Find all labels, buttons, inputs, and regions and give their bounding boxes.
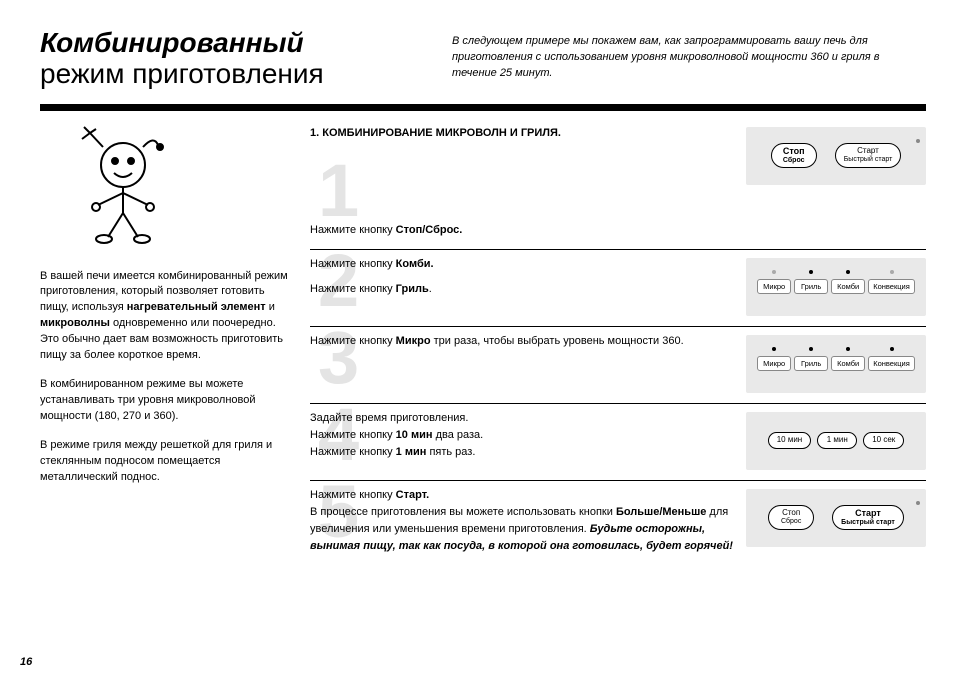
page: Комбинированный режим приготовления В сл… — [0, 0, 954, 575]
step-5: 5 Нажмите кнопку Старт. В процессе приго… — [310, 481, 926, 555]
panel-4: 10 мин 1 мин 10 сек — [746, 412, 926, 470]
panel-2: Микро Гриль Комби Конвекция — [746, 258, 926, 316]
left-column: В вашей печи имеется комбинированный реж… — [40, 125, 290, 555]
content: В вашей печи имеется комбинированный реж… — [40, 125, 926, 555]
panel-1: СтопСброс СтартБыстрый старт — [746, 127, 926, 185]
start-button: СтартБыстрый старт — [835, 143, 902, 167]
left-p2: В комбинированном режиме вы можете устан… — [40, 377, 290, 425]
start-button: СтартБыстрый старт — [832, 505, 904, 530]
grill-button: Гриль — [794, 279, 828, 294]
time-10sec-button: 10 сек — [863, 432, 904, 449]
step-1: 1. КОМБИНИРОВАНИЕ МИКРОВОЛН И ГРИЛЯ. 1 Н… — [310, 125, 926, 250]
panel-5: СтопСброс СтартБыстрый старт — [746, 489, 926, 547]
page-title: Комбинированный режим приготовления — [40, 28, 410, 90]
step-4: 4 Задайте время приготовления. Нажмите к… — [310, 404, 926, 481]
micro-button: Микро — [757, 279, 791, 294]
step-4-line3: Нажмите кнопку 1 мин пять раз. — [310, 444, 734, 461]
step-5-line1: Нажмите кнопку Старт. — [310, 487, 734, 504]
step-2-line2: Нажмите кнопку Гриль. — [310, 281, 734, 298]
step-3: 3 Нажмите кнопку Микро три раза, чтобы в… — [310, 327, 926, 404]
header: Комбинированный режим приготовления В сл… — [40, 28, 926, 90]
stop-reset-button: СтопСброс — [768, 505, 814, 529]
step-1-text: Нажмите кнопку Стоп/Сброс. — [310, 222, 734, 239]
step-2-line1: Нажмите кнопку Комби. — [310, 256, 734, 273]
combi-button: Комби — [831, 279, 865, 294]
title-light: режим приготовления — [40, 59, 410, 90]
grill-button: Гриль — [794, 356, 828, 371]
divider-bar — [40, 104, 926, 111]
step-3-text: Нажмите кнопку Микро три раза, чтобы выб… — [310, 333, 734, 350]
convection-button: Конвекция — [868, 356, 915, 371]
indicator-dot — [916, 501, 920, 505]
time-10min-button: 10 мин — [768, 432, 812, 449]
convection-button: Конвекция — [868, 279, 915, 294]
step-4-line1: Задайте время приготовления. — [310, 410, 734, 427]
combi-button: Комби — [831, 356, 865, 371]
step-4-line2: Нажмите кнопку 10 мин два раза. — [310, 427, 734, 444]
right-column: 1. КОМБИНИРОВАНИЕ МИКРОВОЛН И ГРИЛЯ. 1 Н… — [310, 125, 926, 555]
section-title: 1. КОМБИНИРОВАНИЕ МИКРОВОЛН И ГРИЛЯ. — [310, 125, 734, 142]
page-number: 16 — [20, 656, 32, 668]
step-2: 2 Нажмите кнопку Комби. Нажмите кнопку Г… — [310, 250, 926, 327]
left-p1: В вашей печи имеется комбинированный реж… — [40, 269, 290, 365]
step-number-1: 1 — [318, 154, 742, 228]
micro-button: Микро — [757, 356, 791, 371]
stop-reset-button: СтопСброс — [771, 143, 817, 168]
indicator-dot — [916, 139, 920, 143]
left-p3: В режиме гриля между решеткой для гриля … — [40, 438, 290, 486]
title-bold: Комбинированный — [40, 28, 410, 59]
intro-text: В следующем примере мы покажем вам, как … — [410, 28, 926, 82]
step-5-line2: В процессе приготовления вы можете испол… — [310, 504, 734, 555]
time-1min-button: 1 мин — [817, 432, 857, 449]
panel-3: Микро Гриль Комби Конвекция — [746, 335, 926, 393]
mascot-icon — [68, 125, 178, 245]
